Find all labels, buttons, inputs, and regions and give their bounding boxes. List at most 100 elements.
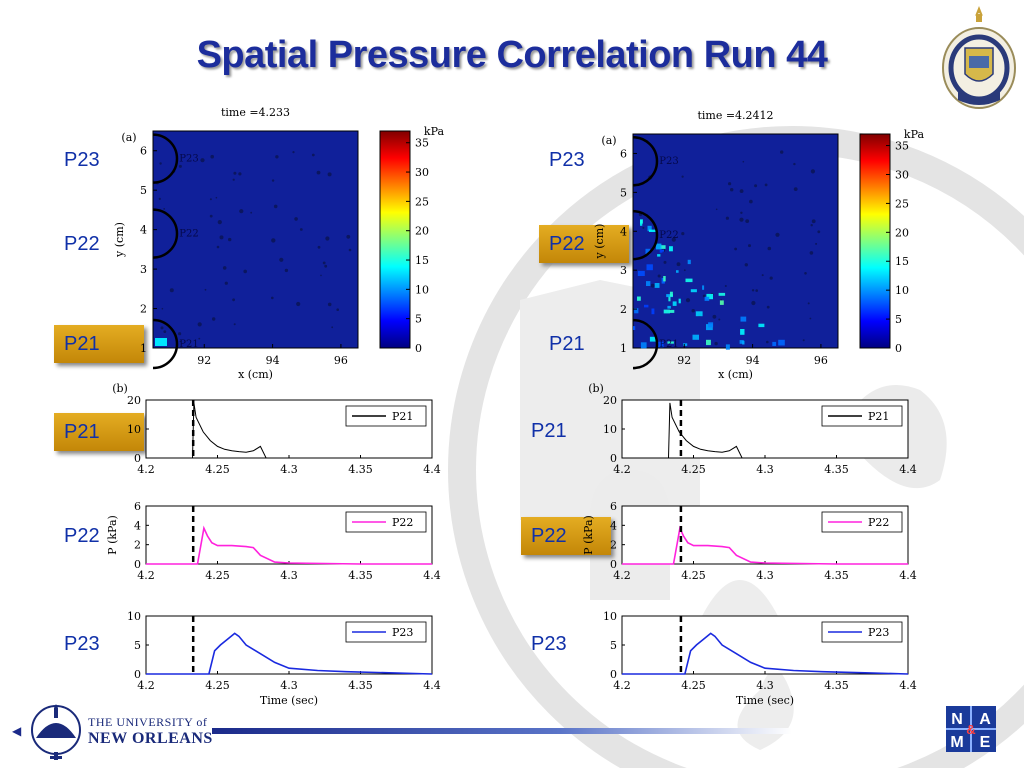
y-tick-label: 0	[610, 452, 617, 465]
heatmap-pressure-cell	[660, 245, 666, 249]
sensor-arc	[632, 135, 659, 187]
y-axis-label: P (kPa)	[106, 515, 119, 555]
heatmap-pressure-cell	[657, 254, 661, 257]
heatmap-speckle	[764, 183, 768, 187]
university-name: THE UNIVERSITY of NEW ORLEANS	[88, 715, 213, 748]
heatmap-speckle	[802, 339, 805, 342]
x-tick-label: 4.2	[613, 679, 631, 692]
traces-panel-label: (b)	[112, 382, 128, 395]
y-tick-label: 1	[140, 342, 147, 355]
sensor-label-p23: P23	[659, 156, 678, 167]
heatmap-speckle	[178, 164, 182, 168]
heatmap-speckle	[320, 274, 322, 277]
heatmap-speckle	[744, 263, 748, 267]
heatmap-speckle	[215, 196, 218, 199]
legend-label-p21: P21	[392, 410, 413, 423]
heatmap-pressure-cell	[702, 285, 705, 290]
x-tick-label: 4.2	[137, 463, 155, 476]
x-axis-label: Time (sec)	[260, 694, 318, 707]
y-tick-label: 3	[620, 264, 627, 277]
heatmap-speckle	[775, 232, 780, 237]
x-tick-label: 4.3	[280, 679, 298, 692]
x-tick-label: 4.35	[348, 569, 373, 582]
heatmap-speckle	[811, 219, 816, 224]
heatmap-pressure-cell	[657, 341, 664, 348]
heatmap-speckle	[804, 272, 807, 275]
colorbar-tick-label: 5	[415, 313, 422, 326]
heatmap-speckle	[210, 154, 214, 159]
y-tick-label: 0	[610, 558, 617, 571]
uno-logo-icon: uno	[31, 704, 81, 760]
heatmap-speckle	[718, 318, 721, 321]
heatmap-speckle	[271, 238, 276, 243]
heatmap-speckle	[767, 246, 772, 251]
heatmap-pressure-cell	[740, 329, 745, 335]
heatmap-speckle	[809, 317, 812, 320]
y-tick-label: 4	[610, 519, 617, 532]
x-tick-label: 4.3	[280, 463, 298, 476]
left-label-p21-trace-highlight: P21	[54, 413, 144, 451]
y-tick-label: 10	[603, 610, 617, 623]
heatmap-speckle	[681, 232, 685, 236]
colorbar-tick-label: 30	[895, 168, 909, 181]
heatmap-speckle	[222, 266, 227, 270]
heatmap-pressure-cell	[667, 341, 674, 344]
heatmap-speckle	[198, 337, 201, 340]
heatmap-speckle	[233, 323, 236, 326]
heatmap-speckle	[691, 309, 695, 313]
y-tick-label: 0	[134, 452, 141, 465]
colorbar-tick-label: 10	[895, 284, 909, 297]
x-tick-label: 4.25	[681, 569, 706, 582]
nae-letter-a: A	[979, 711, 991, 728]
university-line1: THE UNIVERSITY of	[88, 715, 208, 729]
heatmap-pressure-cell	[706, 339, 711, 346]
colorbar-tick-label: 0	[415, 342, 422, 355]
left-label-p22-map: P22	[64, 233, 100, 255]
heatmap-pressure-cell	[692, 334, 699, 340]
x-tick-label: 4.25	[205, 679, 230, 692]
x-tick-label: 4.35	[824, 679, 849, 692]
y-tick-label: 5	[140, 184, 147, 197]
x-tick-label: 4.4	[899, 569, 917, 582]
heatmap-speckle	[163, 208, 166, 210]
heatmap-pressure-cell	[646, 281, 651, 286]
heatmap-speckle	[232, 178, 235, 181]
y-tick-label: 5	[134, 639, 141, 652]
left-label-p21-map-highlight: P21	[54, 325, 144, 363]
heatmap-speckle	[159, 162, 162, 165]
colorbar-tick-label: 15	[415, 254, 429, 267]
y-tick-label: 5	[620, 186, 627, 199]
y-axis-label: P (kPa)	[582, 515, 595, 555]
heatmap-pressure-cell	[651, 308, 655, 315]
heatmap-speckle	[224, 281, 228, 285]
heatmap-speckle	[294, 217, 298, 221]
heatmap-pressure-cell	[690, 289, 697, 293]
university-line2: NEW ORLEANS	[88, 730, 213, 747]
slide-title: Spatial Pressure Correlation Run 44	[196, 34, 828, 76]
heatmap-pressure-cell	[633, 326, 636, 330]
prev-arrow-icon[interactable]: ◀	[12, 724, 22, 738]
series-line-p23	[622, 632, 909, 675]
heatmap-pressure-cell	[640, 342, 647, 349]
colorbar-tick-label: 5	[895, 313, 902, 326]
heatmap-pressure-cell	[155, 338, 167, 346]
right-label-p22-trace-highlight: P22	[521, 517, 611, 555]
heatmap-pressure-cell	[668, 295, 671, 302]
heatmap-speckle	[724, 285, 727, 287]
heatmap-pressure-cell	[725, 344, 730, 350]
colorbar-tick-label: 25	[895, 197, 909, 210]
heatmap-speckle	[657, 274, 661, 278]
heatmap-pressure-cell	[661, 249, 664, 252]
x-tick-label: 4.25	[205, 569, 230, 582]
heatmap-speckle	[751, 300, 756, 306]
heatmap-pressure-cell	[669, 246, 673, 252]
heatmap-speckle	[284, 268, 289, 273]
heatmap-speckle	[273, 204, 278, 209]
y-tick-label: 0	[134, 558, 141, 571]
heatmap-pressure-cell	[719, 300, 724, 305]
right-label-p22-map-highlight: P22	[539, 225, 629, 263]
x-tick-label: 4.3	[756, 569, 774, 582]
heatmap-speckle	[715, 208, 718, 211]
y-tick-label: 20	[127, 394, 141, 407]
